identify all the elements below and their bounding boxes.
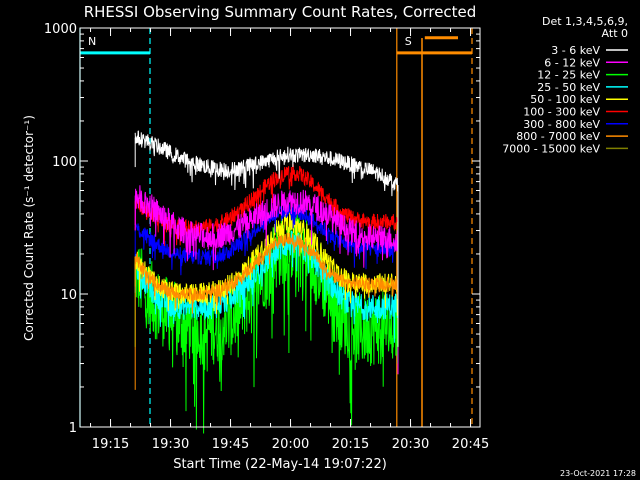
chart-title: RHESSI Observing Summary Count Rates, Co… [84, 3, 477, 21]
legend-label: 12 - 25 keV [537, 69, 600, 82]
x-tick-label: 19:45 [212, 437, 249, 452]
series-line [134, 130, 399, 197]
series-line [134, 209, 399, 434]
y-tick-label: 1 [69, 421, 77, 436]
legend-label: 3 - 6 keV [551, 44, 600, 57]
x-tick-label: 19:15 [92, 437, 129, 452]
legend-label: 7000 - 15000 keV [502, 142, 600, 155]
y-tick-label: 10 [60, 288, 77, 303]
plot-frame [79, 27, 481, 428]
legend-label: 25 - 50 keV [537, 81, 600, 94]
x-tick-label: 20:00 [272, 437, 309, 452]
series-line [134, 230, 399, 343]
legend-label: 100 - 300 keV [523, 106, 600, 119]
legend-label: 50 - 100 keV [530, 93, 600, 106]
series-line [134, 185, 399, 271]
series-lines [134, 130, 399, 434]
y-tick-label: 100 [52, 155, 77, 170]
legend-header-line1: Det 1,3,4,5,6,9, [542, 15, 628, 28]
y-tick-label: 1000 [44, 22, 77, 37]
x-tick-label: 20:45 [452, 437, 489, 452]
legend-label: 800 - 7000 keV [516, 130, 600, 143]
x-tick-label: 20:15 [332, 437, 369, 452]
y-axis: 1 10 100 1000 [44, 22, 480, 436]
legend-header-line2: Att 0 [602, 27, 628, 40]
x-axis-label: Start Time (22-May-14 19:07:22) [173, 457, 387, 472]
marker-label: S [405, 35, 412, 48]
x-axis: 19:15 19:30 19:45 20:00 20:15 20:30 20:45 [90, 28, 489, 452]
footer-timestamp: 23-Oct-2021 17:28 [560, 469, 636, 478]
marker-label: N [88, 35, 96, 48]
x-tick-label: 19:30 [152, 437, 189, 452]
y-axis-label: Corrected Count Rate (s⁻¹ detector⁻¹) [22, 115, 36, 341]
legend-label: 300 - 800 keV [523, 118, 600, 131]
legend-label: 6 - 12 keV [544, 56, 600, 69]
x-tick-label: 20:30 [392, 437, 429, 452]
